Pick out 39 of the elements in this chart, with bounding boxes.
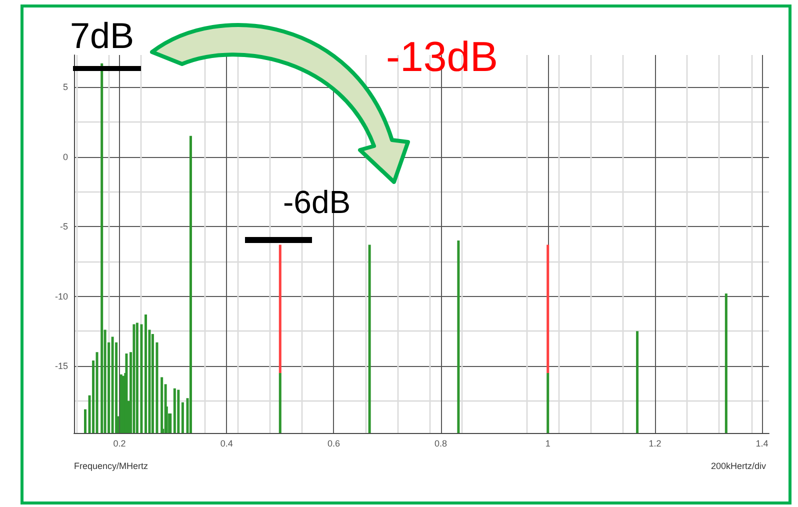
bar bbox=[636, 331, 639, 433]
bar bbox=[546, 244, 550, 374]
bar bbox=[724, 294, 728, 433]
bar bbox=[457, 240, 460, 433]
x-axis-title: Frequency/MHertz bbox=[74, 461, 148, 471]
y-tick-label: 0 bbox=[62, 152, 68, 162]
bar bbox=[136, 322, 138, 433]
bar bbox=[160, 377, 164, 433]
bar bbox=[151, 334, 154, 433]
bar bbox=[177, 390, 180, 433]
y-tick-label: -15 bbox=[54, 361, 68, 372]
bar bbox=[100, 63, 104, 433]
bar bbox=[84, 409, 86, 433]
y-tick-label: -10 bbox=[54, 291, 68, 302]
x-tick-label: 1.4 bbox=[756, 438, 768, 448]
bar bbox=[173, 388, 176, 433]
bar bbox=[125, 353, 128, 433]
annotation: 7dB bbox=[70, 15, 134, 56]
bar bbox=[278, 244, 282, 374]
bar bbox=[144, 314, 147, 433]
y-tick-label: 5 bbox=[62, 82, 68, 92]
y-tick-label: -5 bbox=[60, 222, 68, 232]
x-tick-label: 0.8 bbox=[434, 438, 448, 448]
annotation: -13dB bbox=[386, 33, 498, 80]
bar bbox=[96, 352, 98, 433]
x-tick-label: 0.2 bbox=[113, 438, 126, 448]
bar bbox=[111, 336, 114, 433]
text: 200kHertz/div bbox=[710, 461, 766, 471]
x-tick-label: 1.2 bbox=[648, 438, 662, 448]
x-tick-label: 0.6 bbox=[327, 438, 340, 448]
bar bbox=[189, 136, 192, 433]
bar bbox=[368, 244, 371, 433]
bar bbox=[132, 324, 136, 433]
bar bbox=[278, 373, 282, 433]
bar bbox=[546, 373, 550, 433]
x-tick-label: 0.4 bbox=[220, 438, 233, 448]
x-tick-label: 1 bbox=[545, 438, 550, 448]
bar bbox=[181, 402, 184, 433]
bar bbox=[140, 324, 143, 433]
